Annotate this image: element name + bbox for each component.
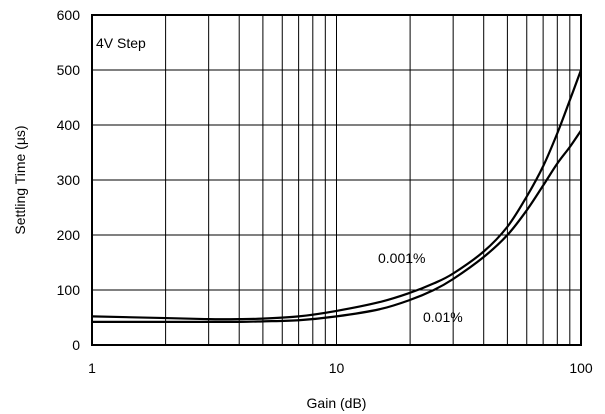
y-tick-label: 0 bbox=[72, 337, 80, 353]
y-tick-label: 100 bbox=[57, 282, 81, 298]
plot-frame bbox=[91, 14, 582, 346]
x-tick-label: 100 bbox=[569, 360, 593, 376]
grid bbox=[91, 14, 582, 346]
x-tick-label: 10 bbox=[329, 360, 345, 376]
series-line-001pct bbox=[92, 129, 582, 324]
y-axis-title: Settling Time (µs) bbox=[12, 125, 28, 234]
series-layer bbox=[91, 69, 583, 324]
y-tick-label: 600 bbox=[57, 7, 81, 23]
series-label-001pct: 0.01% bbox=[423, 309, 463, 325]
tick-labels: 0 100 200 300 400 500 600 1 10 100 bbox=[57, 7, 593, 376]
x-tick-label: 1 bbox=[88, 360, 96, 376]
annotation-4v-step: 4V Step bbox=[96, 35, 146, 51]
series-label-0001pct: 0.001% bbox=[378, 250, 425, 266]
y-tick-label: 200 bbox=[57, 227, 81, 243]
y-tick-label: 500 bbox=[57, 62, 81, 78]
y-tick-label: 400 bbox=[57, 117, 81, 133]
x-axis-title: Gain (dB) bbox=[307, 395, 367, 411]
y-tick-label: 300 bbox=[57, 172, 81, 188]
series-line-0001pct bbox=[91, 69, 583, 321]
